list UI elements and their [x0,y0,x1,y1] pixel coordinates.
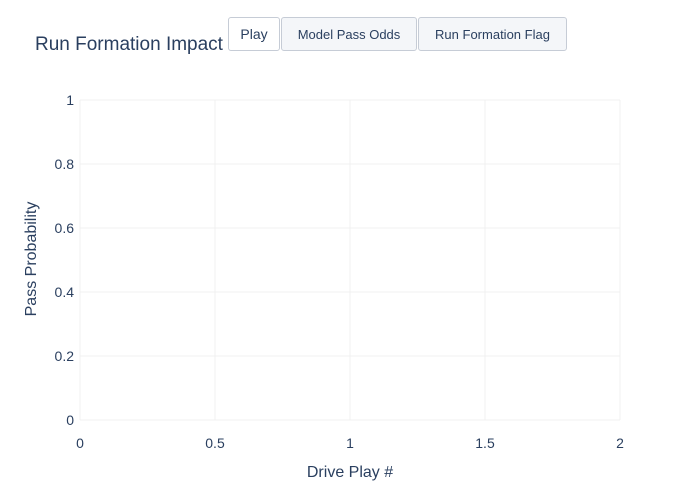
y-tick-label: 0.6 [55,220,75,236]
run-formation-flag-button[interactable]: Run Formation Flag [418,17,567,51]
chart-title: Run Formation Impact [35,34,224,55]
y-axis-title: Pass Probability [23,202,40,317]
x-tick-label: 1 [346,435,354,451]
y-tick-label: 0.2 [55,348,75,364]
y-tick-label: 0.8 [55,156,75,172]
tick-layer: 0 0.2 0.4 0.6 0.8 1 0 0.5 1 1.5 2 [55,92,625,451]
x-tick-label: 1.5 [475,435,495,451]
x-axis-title: Drive Play # [307,464,393,481]
grid-layer [79,99,621,421]
y-tick-label: 0.4 [55,284,75,300]
y-tick-label: 0 [66,412,74,428]
x-tick-label: 2 [616,435,624,451]
x-tick-label: 0 [76,435,84,451]
plot-background[interactable] [80,100,620,420]
plot-area[interactable] [80,100,620,420]
x-tick-label: 0.5 [205,435,225,451]
model-pass-odds-button[interactable]: Model Pass Odds [281,17,417,51]
play-button[interactable]: Play [228,17,280,51]
animation-button-group: Play Model Pass Odds Run Formation Flag [228,17,567,51]
y-tick-label: 1 [66,92,74,108]
